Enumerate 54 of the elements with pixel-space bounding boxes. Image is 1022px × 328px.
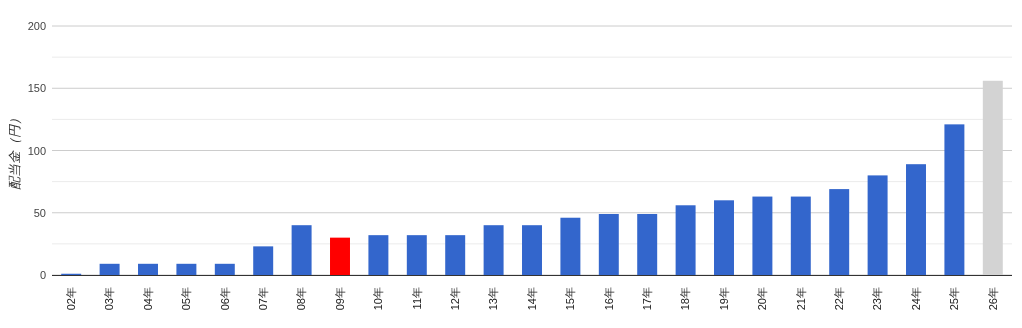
bar [675,205,696,275]
x-tick-label: 13年 [487,287,500,311]
x-tick-label: 17年 [641,287,654,311]
x-tick-label: 14年 [525,287,538,311]
y-tick-label: 100 [27,144,46,157]
y-tick-label: 50 [33,206,46,219]
x-tick-label: 24年 [909,287,922,311]
bar [406,235,427,275]
bar [867,175,888,275]
y-tick-label: 0 [39,269,46,282]
bar [483,225,504,275]
bar [522,225,542,275]
y-tick-label: 200 [27,20,46,33]
x-tick-label: 22年 [833,287,846,311]
x-tick-label: 23年 [871,287,884,311]
bar [752,196,773,275]
x-tick-label: 05年 [180,287,193,311]
x-tick-label: 03年 [103,287,116,311]
bar [330,237,350,275]
bar [637,214,658,275]
bar [253,246,274,275]
x-tick-label: 06年 [218,287,231,311]
x-tick-label: 25年 [948,287,961,311]
x-tick-label: 09年 [333,287,346,311]
x-tick-label: 08年 [295,287,308,311]
x-tick-label: 18年 [679,287,692,311]
bar [99,263,120,275]
x-tick-label: 12年 [449,287,462,311]
bar [944,124,965,275]
x-tick-label: 04年 [141,287,154,311]
y-axis-title: 配当金（円） [7,111,22,190]
bar [906,164,926,275]
x-tick-label: 07年 [257,287,270,311]
x-tick-label: 15年 [564,287,577,311]
bar [560,217,581,275]
x-tick-label: 16年 [602,287,615,311]
bar [138,263,158,275]
bar [829,189,850,275]
x-tick-label: 21年 [794,287,807,311]
bar [368,235,389,275]
bar [790,196,811,275]
bar [214,263,235,275]
x-tick-label: 20年 [756,287,769,311]
y-tick-label: 150 [27,82,46,95]
bar [176,263,197,275]
bar [598,214,619,275]
bar [714,200,734,275]
x-tick-label: 11年 [410,287,423,310]
bar [445,235,466,275]
x-tick-label: 19年 [717,287,730,311]
bar [291,225,312,275]
x-tick-label: 10年 [372,287,385,311]
x-tick-label: 02年 [65,287,78,311]
x-tick-label: 26年 [986,287,999,311]
